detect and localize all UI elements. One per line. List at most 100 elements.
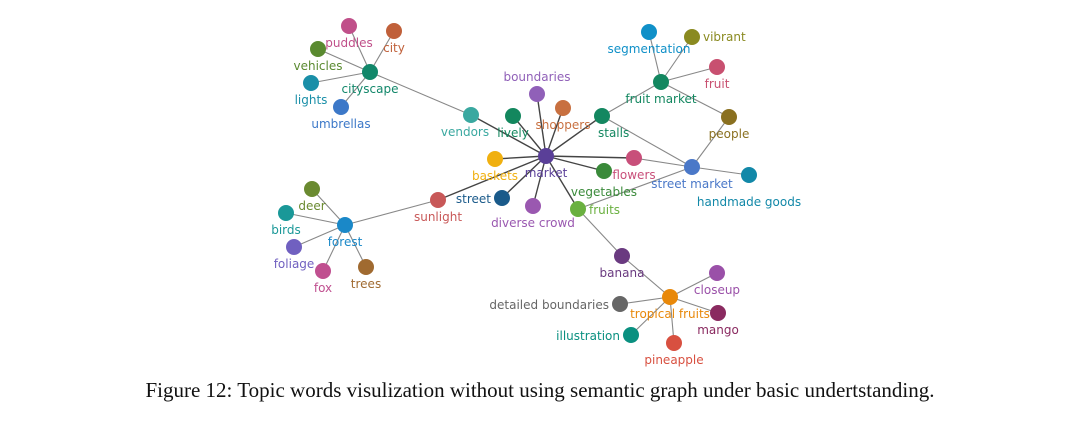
edge-tropical_fruits-detailed_boundaries	[619, 296, 671, 305]
node-closeup	[709, 265, 725, 281]
edge-cityscape-puddles	[348, 25, 371, 73]
node-label-segmentation: segmentation	[608, 42, 691, 56]
node-label-illustration: illustration	[556, 329, 620, 343]
edge-forest-foliage	[293, 224, 346, 248]
node-flowers	[626, 150, 642, 166]
graph-edges	[285, 25, 750, 344]
edge-market-lively	[512, 115, 547, 157]
topic-word-graph: cityscape puddles city vehicles lights umbrel…	[271, 18, 801, 367]
node-label-street_market: street market	[651, 177, 733, 191]
edge-tropical_fruits-mango	[669, 296, 719, 314]
node-people	[721, 109, 737, 125]
node-puddles	[341, 18, 357, 34]
node-label-forest: forest	[328, 235, 363, 249]
node-birds	[278, 205, 294, 221]
edge-fruits-banana	[577, 208, 623, 257]
edge-fruit_market-vibrant	[660, 36, 693, 83]
edge-market-baskets	[494, 155, 547, 160]
edge-street_market-handmade_goods	[691, 166, 750, 176]
edge-forest-deer	[311, 188, 346, 226]
node-label-vibrant: vibrant	[703, 30, 746, 44]
edge-market-fruits	[545, 155, 579, 210]
node-label-market: market	[525, 166, 568, 180]
node-foliage	[286, 239, 302, 255]
node-label-mango: mango	[697, 323, 739, 337]
edge-market-flowers	[545, 155, 635, 159]
node-vendors	[463, 107, 479, 123]
node-label-vegetables: vegetables	[571, 185, 637, 199]
edge-street_market-people	[691, 116, 730, 168]
node-vehicles	[310, 41, 326, 57]
node-banana	[614, 248, 630, 264]
node-label-diverse_crowd: diverse crowd	[491, 216, 575, 230]
node-label-cityscape: cityscape	[342, 82, 399, 96]
node-label-baskets: baskets	[472, 169, 518, 183]
node-label-pineapple: pineapple	[644, 353, 703, 367]
node-vegetables	[596, 163, 612, 179]
node-baskets	[487, 151, 503, 167]
node-label-vehicles: vehicles	[294, 59, 343, 73]
edge-market-diverse_crowd	[532, 155, 547, 207]
edge-cityscape-vendors	[369, 71, 472, 116]
node-label-handmade_goods: handmade goods	[697, 195, 801, 209]
node-label-lively: lively	[497, 126, 529, 140]
node-vibrant	[684, 29, 700, 45]
node-label-deer: deer	[298, 199, 325, 213]
node-fruits	[570, 201, 586, 217]
node-label-sunlight: sunlight	[414, 210, 462, 224]
node-sunlight	[430, 192, 446, 208]
node-cityscape	[362, 64, 378, 80]
node-city	[386, 23, 402, 39]
graph-labels: cityscape puddles city vehicles lights umbrel…	[271, 30, 801, 367]
node-fox	[315, 263, 331, 279]
node-forest	[337, 217, 353, 233]
node-label-shoppers: shoppers	[535, 118, 590, 132]
node-lively	[505, 108, 521, 124]
edge-fruit_market-segmentation	[648, 31, 662, 83]
node-fruit_market	[653, 74, 669, 90]
graph-nodes	[278, 18, 757, 351]
node-street	[494, 190, 510, 206]
node-label-lights: lights	[295, 93, 328, 107]
node-market	[538, 148, 554, 164]
node-fruit	[709, 59, 725, 75]
edge-street_market-fruits	[577, 166, 693, 210]
node-boundaries	[529, 86, 545, 102]
edge-cityscape-lights	[310, 71, 371, 84]
node-lights	[303, 75, 319, 91]
edge-fruit_market-people	[660, 81, 730, 118]
node-stalls	[594, 108, 610, 124]
node-diverse_crowd	[525, 198, 541, 214]
figure-caption: Figure 12: Topic words visulization with…	[145, 378, 935, 402]
edge-forest-fox	[322, 224, 346, 272]
node-label-birds: birds	[271, 223, 301, 237]
node-label-puddles: puddles	[325, 36, 372, 50]
edge-banana-tropical_fruits	[621, 255, 671, 298]
edge-market-street	[501, 155, 547, 199]
node-label-boundaries: boundaries	[503, 70, 570, 84]
edge-forest-birds	[285, 212, 346, 226]
node-segmentation	[641, 24, 657, 40]
node-umbrellas	[333, 99, 349, 115]
node-label-fruit_market: fruit market	[625, 92, 696, 106]
node-label-street: street	[456, 192, 491, 206]
edge-stalls-street_market	[601, 115, 693, 168]
edge-tropical_fruits-closeup	[669, 272, 718, 298]
node-handmade_goods	[741, 167, 757, 183]
node-trees	[358, 259, 374, 275]
node-pineapple	[666, 335, 682, 351]
edge-fruit_market-fruit	[660, 66, 718, 83]
node-detailed_boundaries	[612, 296, 628, 312]
node-label-fruit: fruit	[705, 77, 730, 91]
node-label-people: people	[709, 127, 750, 141]
edge-tropical_fruits-illustration	[630, 296, 671, 336]
edge-forest-sunlight	[344, 199, 439, 226]
edge-cityscape-vehicles	[317, 48, 371, 73]
edge-market-shoppers	[545, 107, 564, 157]
edge-street_market-flowers	[633, 157, 693, 168]
edge-vendors-market	[470, 114, 547, 157]
node-label-fox: fox	[314, 281, 332, 295]
node-label-stalls: stalls	[598, 126, 629, 140]
node-label-fruits: fruits	[589, 203, 620, 217]
edge-market-sunlight	[437, 155, 547, 201]
